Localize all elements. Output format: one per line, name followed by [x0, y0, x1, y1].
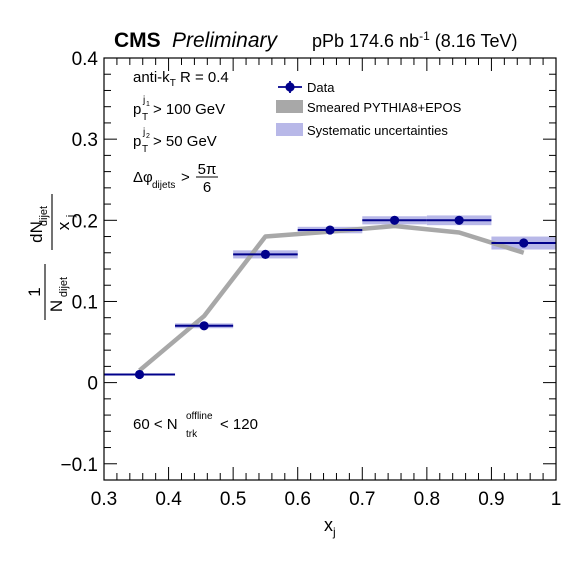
svg-text:1: 1 — [146, 101, 150, 108]
pt1-cut: p j 1 T > 100 GeV — [133, 95, 225, 123]
svg-text:dijets: dijets — [152, 180, 175, 191]
svg-text:trk: trk — [186, 429, 198, 440]
svg-text:p: p — [133, 101, 141, 118]
svg-text:Systematic uncertainties: Systematic uncertainties — [307, 123, 448, 138]
data-point — [454, 215, 464, 225]
svg-text:dijet: dijet — [58, 277, 70, 297]
svg-text:2: 2 — [146, 133, 150, 140]
x-tick-label: 0.9 — [478, 489, 504, 510]
y-tick-label: 0 — [87, 374, 98, 395]
data-point — [199, 321, 209, 331]
model-band — [138, 223, 525, 373]
preliminary-label: Preliminary — [172, 29, 279, 52]
svg-text:60 < N: 60 < N — [133, 416, 178, 433]
svg-text:T: T — [142, 112, 148, 123]
dataset-label: pPb 174.6 nb-1 (8.16 TeV) — [312, 29, 518, 51]
svg-text:j: j — [142, 127, 145, 138]
algo-label: anti-kT R = 0.4 — [133, 69, 229, 89]
x-tick-label: 0.7 — [349, 489, 375, 510]
svg-text:p: p — [133, 133, 141, 150]
svg-text:> 100 GeV: > 100 GeV — [153, 101, 225, 118]
dphi-cut: Δφ dijets > 5π 6 — [133, 161, 218, 196]
y-tick-label: 0.3 — [72, 130, 98, 151]
svg-text:dijet: dijet — [38, 206, 50, 226]
data-point — [134, 369, 145, 380]
x-tick-label: 0.5 — [220, 489, 246, 510]
svg-text:j: j — [142, 95, 145, 106]
multiplicity-label: 60 < N offline trk < 120 — [133, 411, 258, 440]
data-point — [325, 225, 335, 235]
svg-text:5π: 5π — [198, 161, 217, 178]
x-tick-label: 0.3 — [91, 489, 117, 510]
svg-text:N: N — [47, 300, 66, 312]
svg-text:>: > — [181, 169, 190, 186]
x-tick-label: 1 — [551, 489, 562, 510]
x-axis-title: xj — [324, 515, 336, 539]
svg-text:offline: offline — [186, 411, 213, 422]
svg-text:< 120: < 120 — [220, 416, 258, 433]
svg-text:1: 1 — [25, 287, 44, 296]
svg-text:Δφ: Δφ — [133, 169, 153, 186]
y-tick-label: −0.1 — [60, 455, 98, 476]
data-points — [104, 215, 556, 380]
y-axis-title: 1 N dijet dN dijet x j — [25, 194, 77, 320]
svg-text:Smeared PYTHIA8+EPOS: Smeared PYTHIA8+EPOS — [307, 100, 462, 115]
y-tick-label: 0.2 — [72, 211, 98, 232]
data-point — [260, 249, 271, 259]
x-tick-label: 0.6 — [285, 489, 311, 510]
legend-model-entry: Smeared PYTHIA8+EPOS — [276, 100, 462, 115]
legend-syst-entry: Systematic uncertainties — [276, 123, 448, 138]
y-tick-label: 0.4 — [72, 49, 99, 70]
pt2-cut: p j 2 T > 50 GeV — [133, 127, 217, 155]
svg-text:j: j — [65, 215, 77, 218]
cms-label: CMS — [114, 29, 161, 52]
svg-text:6: 6 — [203, 179, 211, 196]
plot-area: 0.3 0.4 0.5 0.6 0.7 0.8 0.9 1 −0.1 0 0.1 0.2 0.3 0.4 — [60, 49, 561, 510]
legend-data-entry: Data — [278, 80, 335, 95]
x-tick-label: 0.4 — [155, 489, 182, 510]
model-line — [138, 223, 525, 373]
legend: Data Smeared PYTHIA8+EPOS Systematic unc… — [276, 80, 462, 138]
x-tick-label: 0.8 — [414, 489, 440, 510]
svg-text:dN: dN — [27, 221, 46, 243]
svg-text:> 50 GeV: > 50 GeV — [153, 133, 217, 150]
axis-ticks: 0.3 0.4 0.5 0.6 0.7 0.8 0.9 1 −0.1 0 0.1 0.2 0.3 0.4 — [60, 49, 561, 510]
data-point — [519, 238, 529, 248]
y-tick-label: 0.1 — [72, 292, 98, 313]
svg-text:x: x — [54, 221, 73, 230]
svg-text:T: T — [142, 144, 148, 155]
svg-text:Data: Data — [307, 80, 335, 95]
data-point — [389, 215, 400, 225]
